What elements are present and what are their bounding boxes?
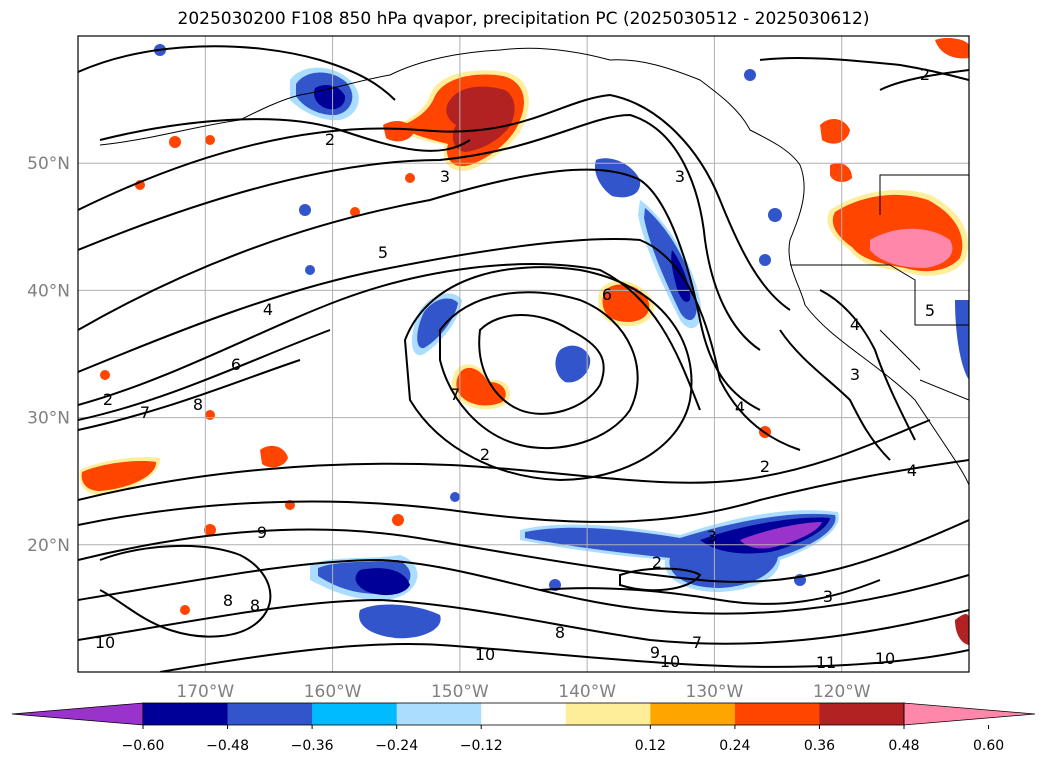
- colorbar-tick-label: 0.48: [888, 738, 919, 754]
- colorbar-tick-label: −0.36: [291, 738, 334, 754]
- colorbar-bin: [143, 703, 229, 725]
- contour-label: 7: [450, 385, 460, 404]
- colorbar-tick-label: −0.24: [375, 738, 418, 754]
- contour-label: 3: [440, 167, 450, 186]
- gridlines: [78, 36, 969, 672]
- lat-tick-label: 40°N: [27, 281, 70, 301]
- contour-label: 2: [103, 390, 113, 409]
- contour-label: 5: [925, 301, 935, 320]
- lon-tick-label: 140°W: [558, 682, 616, 702]
- latitude-tick-labels: 50°N 40°N 30°N 20°N: [27, 154, 70, 556]
- colorbar-tick-labels: −0.60 −0.48 −0.36 −0.24 −0.12 0.12 0.24 0.36 0.4…: [122, 725, 1004, 754]
- contour-label: 2: [652, 553, 662, 572]
- colorbar-tick-label: 0.60: [973, 738, 1004, 754]
- contour-label: 4: [850, 315, 860, 334]
- contour-label: 5: [378, 243, 388, 262]
- contour-label: 6: [231, 355, 241, 374]
- contour-label: 10: [95, 633, 115, 652]
- colorbar-bin: [565, 703, 651, 725]
- lon-tick-label: 150°W: [431, 682, 489, 702]
- colorbar-outline: [142, 702, 905, 726]
- map-border: [77, 35, 970, 673]
- contour-label: 9: [650, 643, 660, 662]
- contour-label: 8: [193, 395, 203, 414]
- colorbar-extend-high: [903, 702, 1036, 726]
- colorbar-bin: [227, 703, 313, 725]
- contour-label: 7: [140, 403, 150, 422]
- colorbar-tick-label: 0.24: [719, 738, 750, 754]
- contour-label: 2: [325, 130, 335, 149]
- map-title: 2025030200 F108 850 hPa qvapor, precipit…: [177, 9, 870, 29]
- contour-label: 2: [920, 65, 930, 84]
- colorbar-bin: [650, 703, 736, 725]
- colorbar-tick-label: 0.36: [804, 738, 835, 754]
- lon-tick-label: 160°W: [304, 682, 362, 702]
- contour-label: 10: [875, 649, 895, 668]
- contour-label: 10: [475, 645, 495, 664]
- contour-label: 2: [760, 457, 770, 476]
- contour-label: 8: [223, 591, 233, 610]
- contour-label: 4: [735, 398, 745, 417]
- contour-label: 11: [816, 653, 836, 672]
- contour-label: 10: [660, 652, 680, 671]
- contour-label: 8: [250, 596, 260, 615]
- lat-tick-label: 20°N: [27, 536, 70, 556]
- colorbar-bin: [734, 703, 820, 725]
- contour-label: 3: [707, 527, 717, 546]
- contour-label: 2: [480, 445, 490, 464]
- lat-tick-label: 50°N: [27, 154, 70, 174]
- lon-tick-label: 120°W: [813, 682, 871, 702]
- colorbar-extend-low: [11, 702, 144, 726]
- contour-label: 9: [257, 523, 267, 542]
- contour-lines: [78, 45, 969, 672]
- longitude-tick-labels: 170°W 160°W 150°W 140°W 130°W 120°W: [176, 682, 870, 702]
- contour-label: 3: [850, 365, 860, 384]
- colorbar-tick-label: −0.48: [206, 738, 249, 754]
- colorbar: [11, 702, 1036, 726]
- colorbar-tick-label: −0.12: [460, 738, 503, 754]
- lon-tick-label: 170°W: [176, 682, 234, 702]
- contour-label: 4: [907, 461, 917, 480]
- colorbar-bin: [481, 703, 567, 725]
- contour-label: 8: [555, 623, 565, 642]
- coastlines: [99, 47, 969, 486]
- colorbar-bin: [819, 703, 905, 725]
- colorbar-tick-label: 0.12: [635, 738, 666, 754]
- lat-tick-label: 30°N: [27, 409, 70, 429]
- contour-label: 3: [823, 587, 833, 606]
- lon-tick-label: 130°W: [686, 682, 744, 702]
- colorbar-tick-label: −0.60: [122, 738, 165, 754]
- colorbar-bin: [312, 703, 398, 725]
- contour-label: 3: [675, 167, 685, 186]
- contour-label: 4: [263, 300, 273, 319]
- contour-label: 6: [602, 285, 612, 304]
- colorbar-bin: [396, 703, 482, 725]
- contour-label: 7: [692, 633, 702, 652]
